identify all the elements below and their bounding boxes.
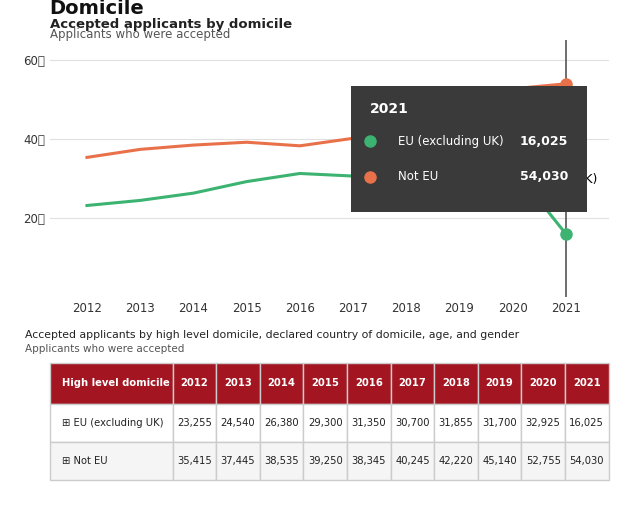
Text: 16,025: 16,025 xyxy=(520,135,568,148)
Text: EU (excluding UK): EU (excluding UK) xyxy=(398,135,504,148)
Legend: EU (excluding UK), Not EU: EU (excluding UK), Not EU xyxy=(445,168,602,211)
Text: Applicants who were accepted: Applicants who were accepted xyxy=(25,344,184,354)
Text: 2021: 2021 xyxy=(369,102,409,116)
Text: Accepted applicants by high level domicile, declared country of domicile, age, a: Accepted applicants by high level domici… xyxy=(25,330,519,340)
Text: Not EU: Not EU xyxy=(398,170,438,183)
Text: Accepted applicants by domicile: Accepted applicants by domicile xyxy=(50,18,292,31)
Text: 54,030: 54,030 xyxy=(520,170,568,183)
Text: Domicile: Domicile xyxy=(50,0,145,18)
Text: Applicants who were accepted: Applicants who were accepted xyxy=(50,28,230,41)
